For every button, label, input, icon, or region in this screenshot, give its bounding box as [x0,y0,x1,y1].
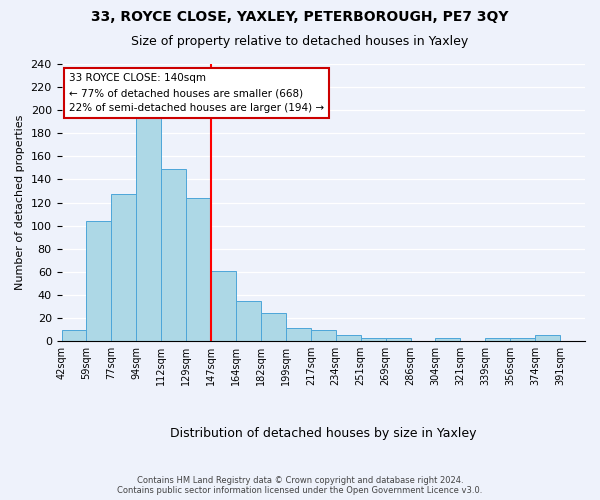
Bar [86,221,112,341]
Bar [286,328,311,341]
Text: 33 ROYCE CLOSE: 140sqm
← 77% of detached houses are smaller (668)
22% of semi-de: 33 ROYCE CLOSE: 140sqm ← 77% of detached… [69,73,324,113]
Bar [186,198,211,341]
Bar [336,336,361,341]
Bar [436,338,460,341]
Text: Contains HM Land Registry data © Crown copyright and database right 2024.
Contai: Contains HM Land Registry data © Crown c… [118,476,482,495]
Text: 33, ROYCE CLOSE, YAXLEY, PETERBOROUGH, PE7 3QY: 33, ROYCE CLOSE, YAXLEY, PETERBOROUGH, P… [91,10,509,24]
Bar [236,300,261,341]
Bar [510,338,535,341]
Bar [485,338,510,341]
Bar [386,338,410,341]
Text: Size of property relative to detached houses in Yaxley: Size of property relative to detached ho… [131,35,469,48]
Bar [211,270,236,341]
Y-axis label: Number of detached properties: Number of detached properties [15,115,25,290]
Bar [535,336,560,341]
Bar [361,338,386,341]
Bar [112,194,136,341]
Bar [261,314,286,341]
Bar [311,330,336,341]
Bar [62,330,86,341]
Bar [136,112,161,341]
Bar [161,169,186,341]
X-axis label: Distribution of detached houses by size in Yaxley: Distribution of detached houses by size … [170,427,476,440]
